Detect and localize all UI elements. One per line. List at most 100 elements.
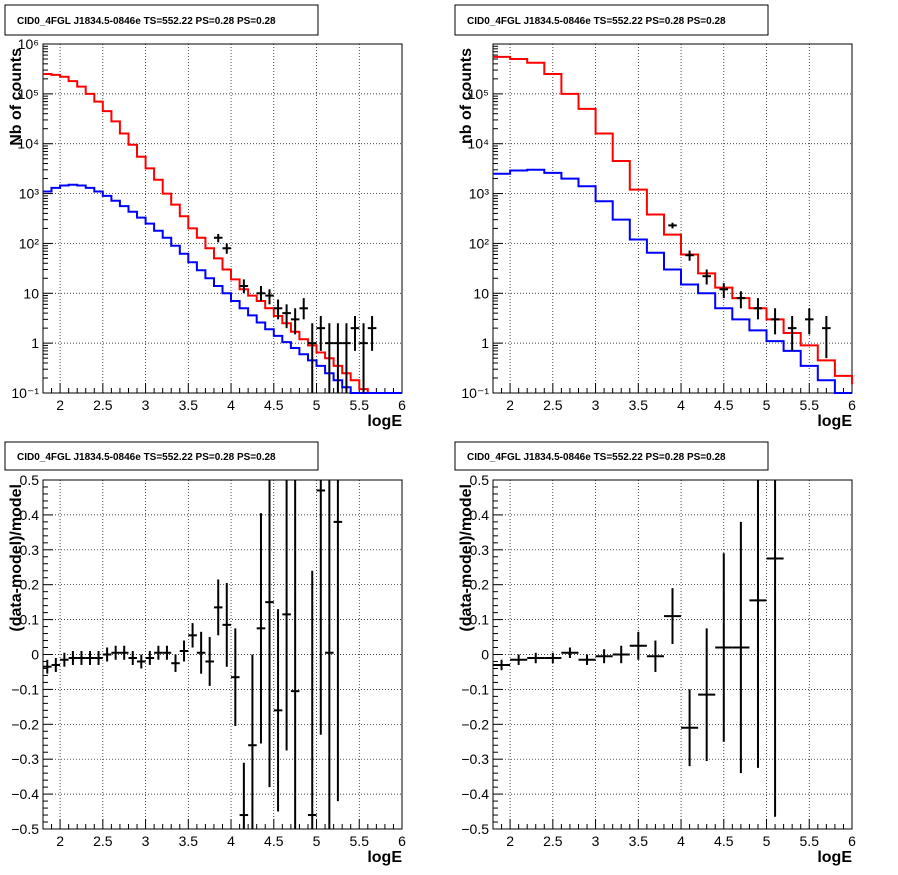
- data-point: [85, 651, 95, 665]
- data-point: [282, 304, 291, 329]
- x-tick-label: 4.5: [714, 397, 734, 413]
- data-point: [239, 762, 249, 829]
- plot-frame: [492, 43, 853, 394]
- chart-title: CID0_4FGL J1834.5-0846e TS=552.22 PS=0.2…: [17, 452, 276, 463]
- data-point: [804, 308, 814, 335]
- data-point: [629, 631, 647, 660]
- x-tick-label: 2.5: [543, 397, 563, 413]
- data-point: [702, 269, 711, 285]
- histogram-series-1: [493, 55, 853, 385]
- data-point: [561, 647, 579, 658]
- data-point: [668, 222, 677, 229]
- x-tick-label: 3.5: [629, 833, 649, 849]
- data-point: [612, 645, 630, 664]
- data-point: [681, 689, 699, 767]
- data-point: [766, 480, 784, 817]
- data-points: [213, 233, 377, 393]
- x-tick-label: 4: [677, 833, 685, 849]
- y-tick-label: −0.5: [11, 821, 39, 837]
- data-point: [787, 316, 797, 351]
- data-points: [43, 480, 343, 829]
- x-tick-label: 4.5: [264, 397, 284, 413]
- x-tick-label: 4.5: [264, 833, 284, 849]
- data-point: [162, 645, 172, 660]
- title-box: [4, 441, 319, 471]
- data-point: [94, 651, 103, 665]
- y-axis-label: (data-model)/model: [458, 484, 475, 632]
- x-tick-label: 2: [56, 833, 64, 849]
- data-point: [171, 654, 180, 672]
- x-tick-label: 2.5: [93, 397, 113, 413]
- x-axis-label: logE: [367, 413, 402, 430]
- data-point: [770, 308, 780, 335]
- data-point: [290, 480, 300, 829]
- y-axis-label: Nb of counts: [8, 48, 25, 146]
- data-point: [154, 645, 163, 660]
- data-point: [299, 298, 308, 320]
- y-tick-label: 1: [481, 335, 489, 351]
- chart-title: CID0_4FGL J1834.5-0846e TS=552.22 PS=0.2…: [17, 16, 276, 27]
- data-point: [493, 659, 511, 671]
- data-point: [544, 652, 562, 664]
- y-tick-label: −0.5: [461, 821, 489, 837]
- x-tick-label: 3: [592, 833, 600, 849]
- data-point: [367, 316, 377, 351]
- data-point: [282, 480, 291, 751]
- data-point: [698, 628, 716, 761]
- data-point: [510, 654, 528, 665]
- chart-title: CID0_4FGL J1834.5-0846e TS=552.22 PS=0.2…: [467, 16, 726, 27]
- y-tick-label: 0.4: [470, 507, 490, 523]
- histogram-series-2: [493, 168, 852, 394]
- data-point: [663, 588, 682, 645]
- y-tick-label: 0.2: [20, 577, 40, 593]
- y-tick-label: 10: [23, 285, 39, 301]
- y-tick-label: −0.1: [461, 681, 489, 697]
- data-point: [715, 553, 733, 742]
- y-tick-label: 0.3: [20, 542, 40, 558]
- data-point: [145, 651, 155, 665]
- plot-frame: [42, 479, 403, 830]
- data-point: [359, 323, 368, 393]
- y-tick-label: 0.1: [20, 612, 40, 628]
- y-tick-label: 0.5: [20, 472, 40, 488]
- x-tick-label: 4: [677, 397, 685, 413]
- histogram-series-2: [43, 183, 402, 394]
- chart-panel-4: CID0_4FGL J1834.5-0846e TS=552.22 PS=0.2…: [454, 441, 856, 866]
- data-point: [316, 480, 326, 735]
- y-tick-label: 1: [31, 335, 39, 351]
- data-point: [51, 657, 61, 672]
- plot-frame: [42, 43, 403, 394]
- y-tick-label: 10⁻¹: [11, 385, 39, 401]
- data-point: [273, 609, 283, 812]
- x-tick-label: 2: [506, 397, 514, 413]
- data-point: [719, 283, 729, 299]
- x-tick-label: 6: [848, 833, 856, 849]
- x-tick-label: 2.5: [543, 833, 563, 849]
- x-tick-label: 5: [313, 833, 321, 849]
- x-tick-label: 3: [142, 833, 150, 849]
- x-axis-label: logE: [817, 849, 852, 866]
- x-tick-label: 5: [763, 833, 771, 849]
- y-tick-label: 10³: [19, 186, 40, 202]
- data-point: [213, 579, 223, 636]
- x-tick-label: 4: [227, 833, 235, 849]
- data-point: [273, 299, 283, 320]
- x-tick-label: 6: [398, 397, 406, 413]
- x-tick-label: 3: [142, 397, 150, 413]
- data-point: [196, 631, 206, 674]
- data-point: [248, 654, 257, 829]
- y-tick-label: 0: [481, 647, 489, 663]
- data-points: [668, 222, 831, 359]
- y-axis-label: nb of counts: [458, 48, 475, 144]
- data-point: [307, 323, 317, 393]
- y-tick-label: 10⁵: [468, 86, 489, 102]
- x-tick-label: 5.5: [800, 833, 820, 849]
- data-point: [213, 233, 223, 243]
- data-point: [753, 298, 763, 320]
- chart-panel-3: CID0_4FGL J1834.5-0846e TS=552.22 PS=0.2…: [4, 441, 406, 866]
- data-point: [60, 652, 69, 667]
- y-tick-label: 10⁴: [17, 136, 39, 152]
- x-tick-label: 3.5: [179, 397, 199, 413]
- x-tick-label: 5: [313, 397, 321, 413]
